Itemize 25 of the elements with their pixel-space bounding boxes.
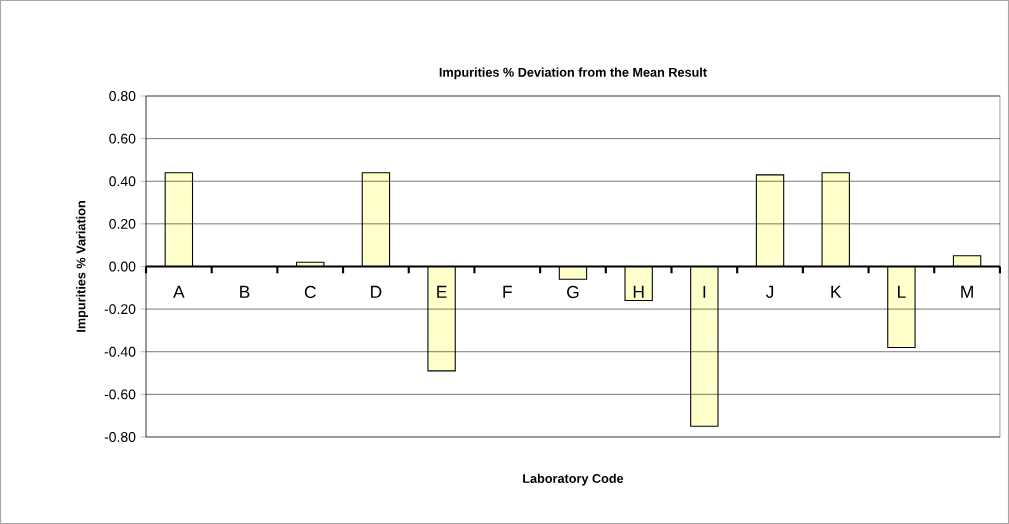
y-tick-label: -0.60 — [104, 389, 136, 400]
y-tick-label: -0.20 — [104, 304, 136, 315]
y-axis-title: Impurities % Variation — [76, 201, 88, 332]
y-tick-label: -0.40 — [104, 346, 136, 357]
x-tick-label: C — [304, 285, 316, 299]
x-tick-label: F — [503, 285, 512, 298]
y-tick-label: 0.80 — [109, 91, 136, 101]
chart-title: Impurities % Deviation from the Mean Result — [439, 67, 707, 80]
x-tick-label: K — [831, 285, 842, 298]
x-tick-label: I — [703, 285, 706, 298]
y-tick-label: 0.40 — [109, 176, 136, 187]
x-tick-label: J — [765, 285, 774, 298]
y-tick-label: 0.60 — [109, 133, 136, 144]
y-tick-label: -0.80 — [104, 432, 136, 442]
x-tick-label: E — [437, 285, 447, 298]
x-tick-label: A — [173, 285, 185, 298]
y-tick-label: 0.00 — [109, 261, 136, 272]
y-tick-label: 0.20 — [109, 218, 136, 229]
x-tick-label: D — [371, 285, 382, 298]
x-tick-label: B — [240, 285, 250, 298]
x-tick-label: H — [633, 285, 644, 298]
x-tick-label: L — [898, 285, 906, 298]
x-tick-label: G — [567, 285, 579, 299]
x-axis-title: Laboratory Code — [523, 473, 624, 486]
x-tick-label: M — [961, 285, 973, 298]
